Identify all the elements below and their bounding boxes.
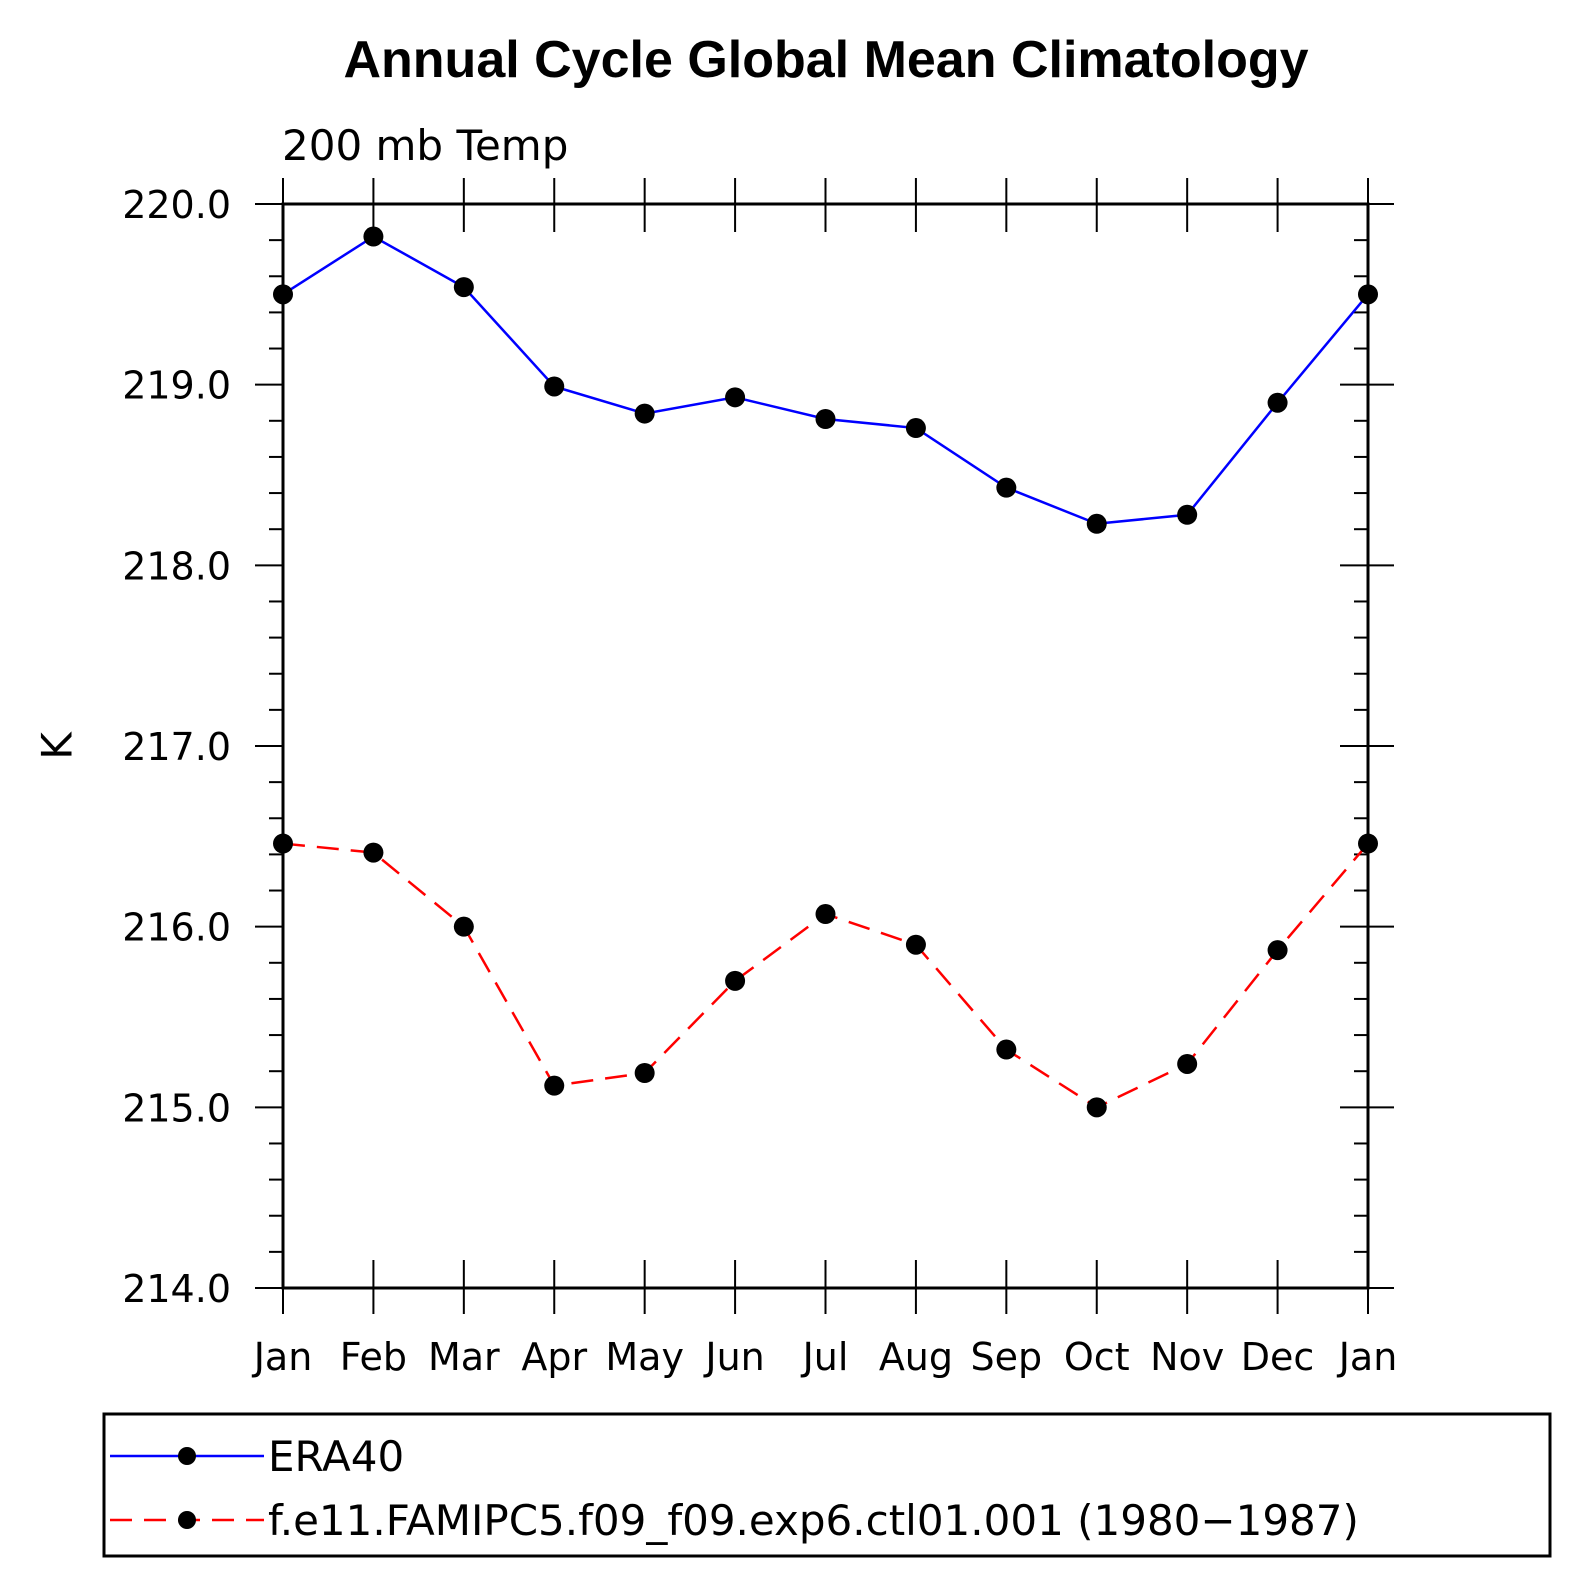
series-0-point xyxy=(815,408,836,429)
series-0-point xyxy=(363,226,384,247)
y-tick-label: 218.0 xyxy=(122,544,231,588)
x-tick-label: Jun xyxy=(703,1335,764,1379)
legend-marker-era40 xyxy=(178,1447,196,1465)
series-line-1 xyxy=(282,842,1369,1109)
series-1-point xyxy=(815,904,836,925)
series-0-point xyxy=(273,284,293,305)
legend-entry-model: f.e11.FAMIPC5.f09_f09.exp6.ctl01.001 (19… xyxy=(110,1496,1359,1545)
y-tick-label: 219.0 xyxy=(122,364,231,408)
chart-subtitle: 200 mb Temp xyxy=(282,121,568,170)
x-tick-label: Jan xyxy=(252,1335,313,1379)
series-0-point xyxy=(996,477,1017,498)
y-tick-label: 220.0 xyxy=(122,183,231,227)
series-1-point xyxy=(1177,1053,1198,1074)
series-1-point xyxy=(273,833,293,854)
series-0-point xyxy=(1086,513,1107,534)
series-line-0 xyxy=(282,235,1369,526)
chart-title: Annual Cycle Global Mean Climatology xyxy=(343,31,1308,89)
legend-box xyxy=(102,1412,1552,1558)
x-tick-label: May xyxy=(605,1335,684,1379)
x-tick-label: Sep xyxy=(971,1335,1043,1379)
legend-marker-model xyxy=(178,1511,196,1529)
series-1-point xyxy=(725,970,746,991)
y-tick-label: 217.0 xyxy=(122,725,231,769)
series-1-point xyxy=(1358,833,1378,854)
x-tick-label: Jul xyxy=(801,1335,849,1379)
series-1-point xyxy=(634,1063,655,1084)
legend-label-model: f.e11.FAMIPC5.f09_f09.exp6.ctl01.001 (19… xyxy=(268,1496,1359,1545)
y-tick-label: 214.0 xyxy=(122,1267,231,1311)
x-tick-label: Nov xyxy=(1150,1335,1224,1379)
series-0-point xyxy=(725,387,746,408)
x-tick-label: Mar xyxy=(428,1335,500,1379)
series-0-point xyxy=(1267,392,1288,413)
plot-frame xyxy=(281,202,1370,1290)
series-0-point xyxy=(634,403,655,424)
axis-tick-labels: 214.0 215.0 216.0 217.0 218.0 219.0 220.0 Jan Fe… xyxy=(122,183,1397,1379)
series-1-point xyxy=(544,1075,565,1096)
x-tick-label: Dec xyxy=(1241,1335,1315,1379)
y-tick-label: 215.0 xyxy=(122,1086,231,1130)
x-tick-label: Apr xyxy=(521,1335,587,1379)
x-tick-label: Jan xyxy=(1337,1335,1398,1379)
series-layer xyxy=(273,226,1378,1118)
y-axis-label: K xyxy=(33,731,82,760)
x-tick-label: Oct xyxy=(1064,1335,1130,1379)
axis-ticks xyxy=(255,178,1394,1314)
series-0-point xyxy=(453,277,474,298)
series-0-point xyxy=(1177,504,1198,525)
x-tick-label: Feb xyxy=(340,1335,407,1379)
series-0-point xyxy=(1358,284,1378,305)
series-0-point xyxy=(905,418,926,439)
x-tick-label: Aug xyxy=(879,1335,953,1379)
y-tick-label: 216.0 xyxy=(122,906,231,950)
series-1-point xyxy=(1086,1097,1107,1118)
series-1-point xyxy=(453,916,474,937)
legend-entry-era40: ERA40 xyxy=(110,1432,404,1481)
legend-label-era40: ERA40 xyxy=(268,1432,404,1481)
series-1-point xyxy=(996,1039,1017,1060)
series-1-point xyxy=(905,934,926,955)
series-1-point xyxy=(1267,940,1288,961)
series-1-point xyxy=(363,842,384,863)
series-0-point xyxy=(544,376,565,397)
